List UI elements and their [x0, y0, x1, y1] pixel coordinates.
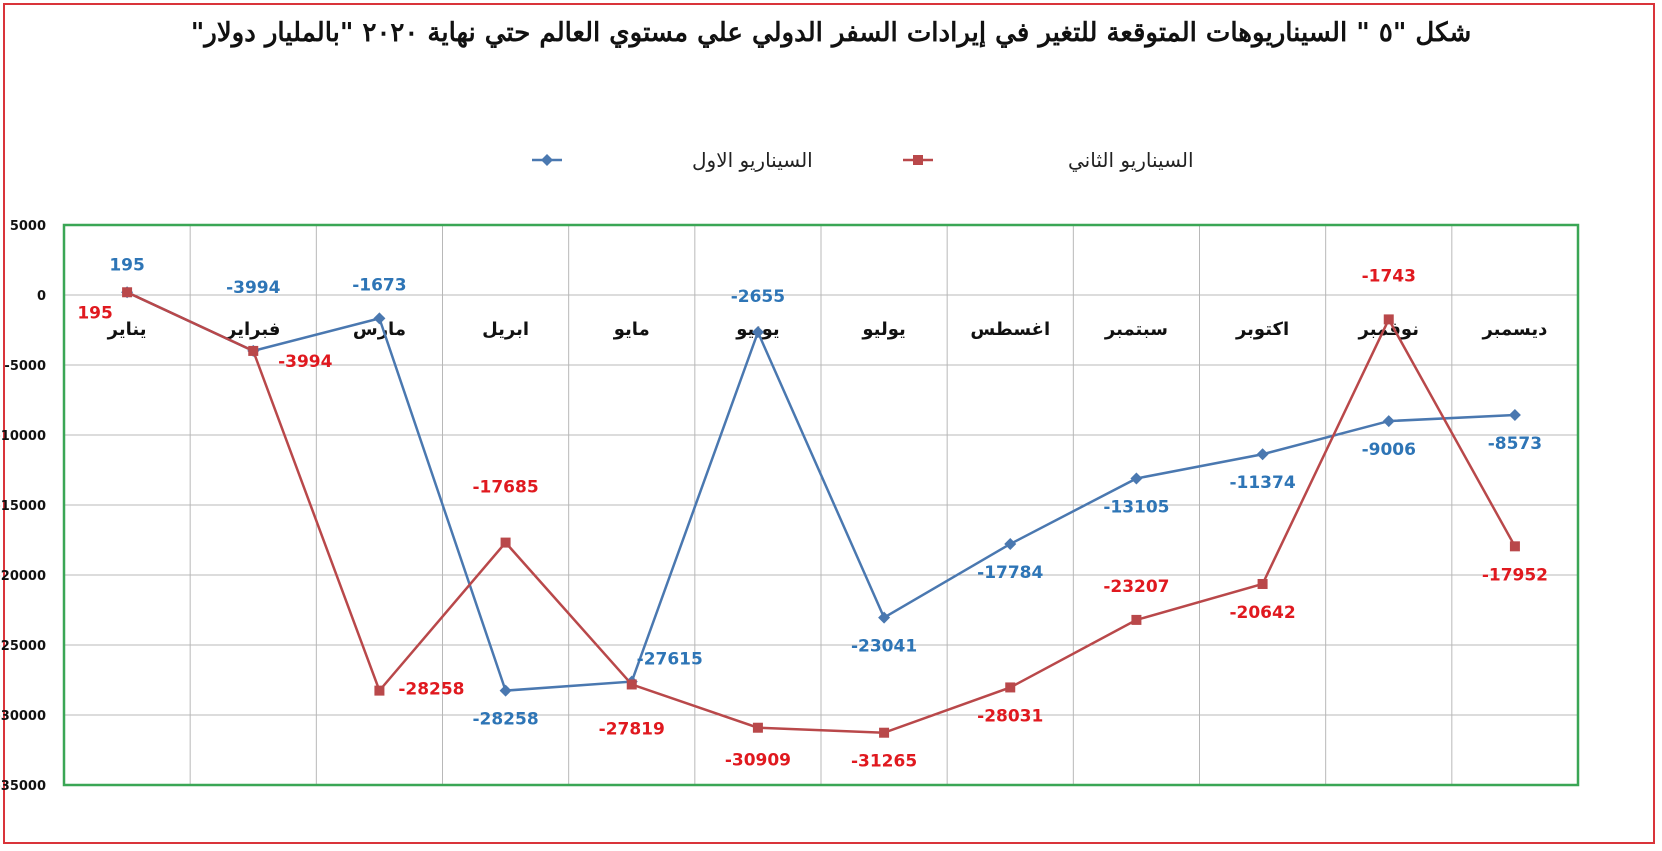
data-point-diamond	[1130, 472, 1143, 485]
data-label: -28258	[472, 710, 538, 730]
y-tick-label: -35000	[0, 779, 46, 794]
data-label: -23207	[1103, 577, 1169, 597]
data-label: -1673	[352, 275, 406, 295]
data-label: -27819	[599, 719, 665, 739]
y-tick-label: -25000	[0, 639, 46, 654]
series-line-2	[126, 291, 1517, 734]
x-category-label: مارس	[353, 319, 406, 340]
plot-border	[62, 223, 1580, 787]
data-label: -3994	[226, 278, 281, 298]
data-point-square	[374, 685, 385, 696]
x-category-label: ابريل	[482, 319, 529, 340]
data-point-square	[752, 722, 763, 733]
data-label: -13105	[1103, 497, 1169, 517]
y-tick-label: 5000	[10, 219, 46, 234]
series-line-1	[126, 291, 1515, 692]
data-point-square	[500, 537, 511, 548]
data-label: -3994	[278, 352, 333, 372]
x-category-label: مايو	[613, 319, 650, 340]
data-point-square	[1005, 682, 1016, 693]
data-point-diamond	[751, 326, 764, 339]
data-label: -30909	[725, 751, 791, 771]
data-label: 195	[109, 255, 145, 275]
data-label: -17952	[1482, 565, 1548, 585]
data-label: -2655	[731, 287, 785, 307]
data-label: -11374	[1229, 473, 1295, 493]
data-label: -20642	[1229, 603, 1295, 623]
x-category-label: يناير	[107, 319, 147, 340]
x-category-label: سبتمبر	[1104, 319, 1168, 340]
legend-label-2: السيناريو الثاني	[1068, 148, 1194, 173]
data-point-diamond	[878, 611, 891, 624]
legend-marker-diamond	[541, 154, 553, 166]
x-category-label: ديسمبر	[1481, 319, 1547, 340]
x-category-label: اغسطس	[970, 319, 1050, 340]
data-label: -23041	[851, 637, 917, 657]
data-point-diamond	[1382, 415, 1395, 428]
data-point-square	[1509, 541, 1520, 552]
data-point-square	[122, 287, 133, 298]
data-point-square	[1131, 614, 1142, 625]
legend-label-1: السيناريو الاول	[692, 148, 813, 172]
y-tick-label: -30000	[0, 709, 46, 724]
data-point-square	[1257, 578, 1268, 589]
data-label: -8573	[1488, 434, 1542, 454]
data-point-square	[1383, 314, 1394, 325]
data-point-diamond	[499, 684, 512, 697]
y-tick-label: -20000	[0, 569, 46, 584]
data-label: -9006	[1362, 440, 1416, 460]
x-category-label: اكتوبر	[1235, 319, 1289, 340]
data-label: -31265	[851, 752, 917, 772]
data-point-square	[626, 679, 637, 690]
legend-marker-square	[913, 155, 923, 165]
data-point-diamond	[1508, 409, 1521, 422]
x-category-label: فبراير	[225, 319, 280, 340]
data-label: 195	[77, 303, 113, 323]
data-point-square	[248, 345, 259, 356]
y-tick-label: -15000	[0, 499, 46, 514]
x-category-label: يوليو	[861, 319, 905, 340]
data-point-diamond	[1004, 537, 1017, 550]
data-label: -28258	[398, 680, 464, 700]
chart-title: شكل "٥ " السيناريوهات المتوقعة للتغير في…	[190, 18, 1472, 48]
data-label: -28031	[977, 706, 1043, 726]
data-label: -17784	[977, 563, 1043, 583]
data-point-square	[879, 727, 890, 738]
data-point-diamond	[373, 312, 386, 325]
y-tick-label: -10000	[0, 429, 46, 444]
data-label: -27615	[637, 650, 703, 670]
y-tick-label: -5000	[4, 359, 46, 374]
x-category-label: نوفمبر	[1358, 319, 1419, 340]
data-point-diamond	[1256, 448, 1269, 461]
data-label: -17685	[472, 478, 538, 498]
data-label: -1743	[1362, 266, 1416, 286]
y-tick-label: 0	[37, 289, 46, 304]
